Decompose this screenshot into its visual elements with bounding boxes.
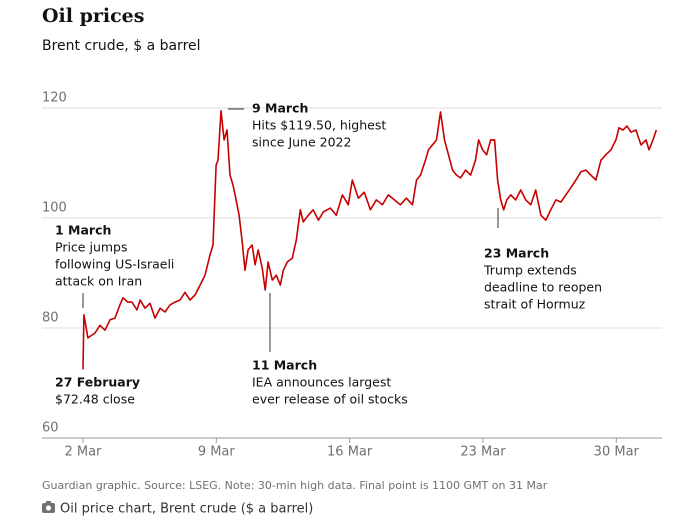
- annotation-text: ever release of oil stocks: [252, 392, 408, 407]
- annotation-text: Trump extends: [483, 263, 577, 278]
- x-tick-label: 16 Mar: [327, 445, 373, 460]
- annotation-text: since June 2022: [252, 135, 351, 150]
- y-tick-label: 120: [42, 91, 67, 106]
- y-tick-label: 100: [42, 201, 67, 216]
- x-tick-label: 2 Mar: [64, 445, 102, 460]
- annotation-text: strait of Hormuz: [484, 297, 586, 312]
- annotation-text: $72.48 close: [55, 392, 135, 407]
- x-tick-label: 23 Mar: [460, 445, 506, 460]
- x-tick-label: 30 Mar: [594, 445, 640, 460]
- footnote: Guardian graphic. Source: LSEG. Note: 30…: [42, 479, 548, 492]
- y-tick-label: 60: [42, 421, 59, 436]
- annotation-text: attack on Iran: [55, 274, 142, 289]
- annotation-title: 1 March: [55, 223, 111, 238]
- annotation-text: Hits $119.50, highest: [252, 118, 386, 133]
- annotation-text: deadline to reopen: [484, 280, 602, 295]
- price-line: [82, 110, 658, 370]
- camera-icon: [42, 501, 55, 513]
- annotation-title: 23 March: [484, 246, 549, 261]
- annotation-title: 9 March: [252, 101, 308, 116]
- annotation-title: 11 March: [252, 358, 317, 373]
- annotation-text: following US-Israeli: [55, 257, 174, 272]
- y-tick-label: 80: [42, 311, 59, 326]
- annotation-text: IEA announces largest: [252, 375, 391, 390]
- x-tick-label: 9 Mar: [198, 445, 236, 460]
- annotation-text: Price jumps: [55, 240, 128, 255]
- caption: Oil price chart, Brent crude ($ a barrel…: [60, 502, 313, 517]
- annotation-title: 27 February: [55, 375, 140, 390]
- chart-title: Oil prices: [42, 5, 144, 27]
- chart-subtitle: Brent crude, $ a barrel: [42, 38, 201, 54]
